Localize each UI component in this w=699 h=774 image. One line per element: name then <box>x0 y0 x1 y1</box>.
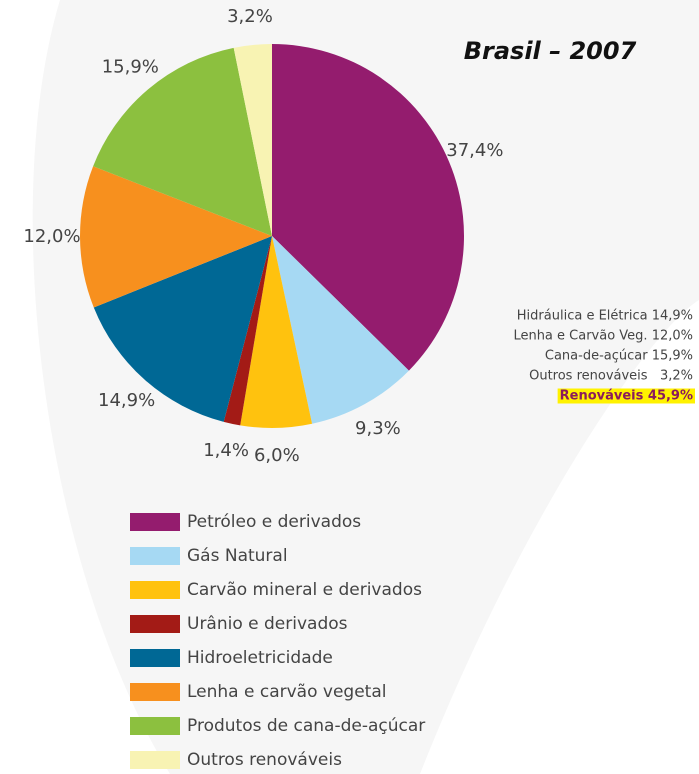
legend-swatch <box>130 615 180 633</box>
legend-label: Produtos de cana-de-açúcar <box>187 716 425 736</box>
annotation-highlight <box>557 388 695 404</box>
chart-title: Brasil – 2007 <box>464 37 637 65</box>
legend-label: Hidroeletricidade <box>187 648 333 668</box>
legend-label: Petróleo e derivados <box>187 512 361 532</box>
slice-label: 37,4% <box>446 140 503 161</box>
annotation-total: Renováveis 45,9% <box>560 389 693 404</box>
pie-slice <box>93 47 272 236</box>
legend-label: Urânio e derivados <box>187 614 348 634</box>
annotation: Hidráulica e Elétrica 14,9% <box>517 309 693 324</box>
annotation: Lenha e Carvão Veg. 12,0% <box>513 329 693 344</box>
legend-label: Carvão mineral e derivados <box>187 580 422 600</box>
pie-slice <box>272 44 465 371</box>
legend-swatch <box>130 717 180 735</box>
legend-swatch <box>130 547 180 565</box>
slice-label: 12,0% <box>23 226 80 247</box>
legend-swatch <box>130 683 180 701</box>
slice-label: 15,9% <box>102 57 159 78</box>
pie-slice <box>233 44 272 236</box>
annotation: Cana-de-açúcar 15,9% <box>545 349 693 364</box>
legend-swatch <box>130 751 180 769</box>
legend-label: Lenha e carvão vegetal <box>187 682 386 702</box>
pie-slice <box>223 236 272 426</box>
slice-label: 14,9% <box>98 390 155 411</box>
pie-slice <box>93 236 272 422</box>
pie-slice <box>272 236 409 424</box>
annotation: Outros renováveis 3,2% <box>529 369 693 384</box>
legend-label: Outros renováveis <box>187 750 342 770</box>
slice-label: 6,0% <box>254 445 300 466</box>
slice-label: 1,4% <box>203 440 249 461</box>
legend-swatch <box>130 581 180 599</box>
slice-label: 9,3% <box>355 418 401 439</box>
legend-swatch <box>130 649 180 667</box>
pie-slice <box>240 236 313 428</box>
pie-slice <box>79 166 272 308</box>
slice-label: 3,2% <box>227 6 273 27</box>
legend-label: Gás Natural <box>187 546 288 566</box>
legend-swatch <box>130 513 180 531</box>
